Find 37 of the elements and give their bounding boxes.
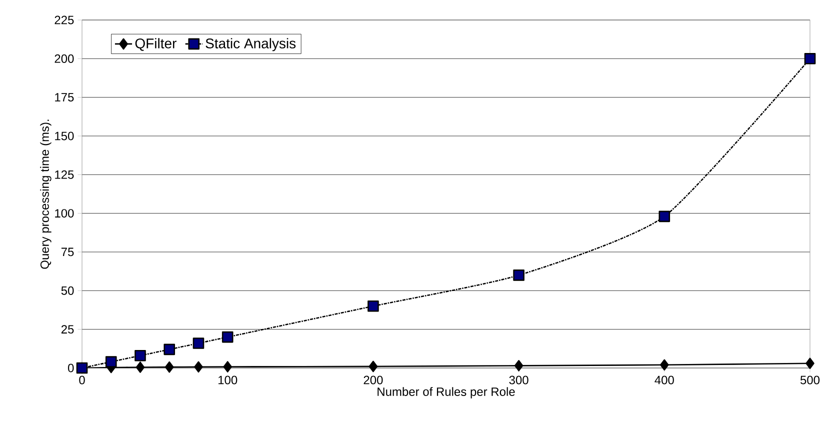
y-tick-label: 25 <box>61 325 74 334</box>
y-tick-label: 175 <box>55 93 74 102</box>
point <box>134 350 146 362</box>
y-tick-label: 100 <box>55 209 74 218</box>
y-tick-label: 225 <box>54 16 74 24</box>
x-tick-label: 200 <box>364 376 383 384</box>
point <box>136 362 145 373</box>
point <box>660 359 669 371</box>
y-tick-label: 150 <box>55 132 74 140</box>
legend-label: QFilter <box>135 38 176 51</box>
point <box>164 361 174 373</box>
y-tick-label: 75 <box>61 248 74 256</box>
x-tick-label: 300 <box>509 376 528 384</box>
point <box>804 53 816 64</box>
x-tick-label: 400 <box>654 376 674 384</box>
y-tick-label: 200 <box>54 54 74 63</box>
y-axis-title: Query processing time (ms). <box>40 120 52 269</box>
point <box>223 361 232 372</box>
point <box>368 360 378 372</box>
x-axis-title: Number of Rules per Role <box>378 387 515 398</box>
point <box>368 300 379 312</box>
y-tick-label: 50 <box>61 286 74 295</box>
point <box>192 338 204 349</box>
point <box>164 344 176 356</box>
point <box>658 210 670 222</box>
point <box>105 356 117 368</box>
point <box>513 270 524 281</box>
point <box>222 331 234 343</box>
point <box>806 358 814 369</box>
x-tick-label: 500 <box>800 376 820 384</box>
point <box>514 360 524 372</box>
legend-label: Static Analysis <box>206 38 296 52</box>
x-tick-label: 100 <box>218 376 238 384</box>
y-tick-label: 0 <box>68 364 74 372</box>
x-tick-label: 0 <box>79 376 85 384</box>
y-tick-label: 125 <box>55 170 74 179</box>
point <box>194 361 203 373</box>
